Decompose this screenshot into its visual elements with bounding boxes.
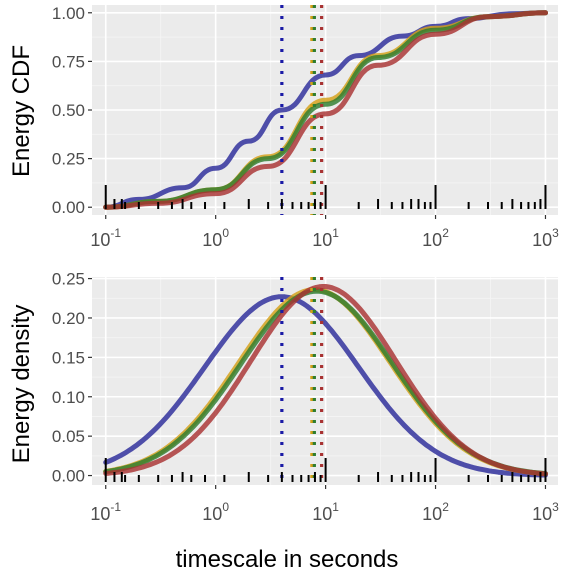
series-line-0 bbox=[103, 294, 548, 478]
density-panel: 0.00 0.05 0.10 0.15 0.20 0.25 10-1 100 101 102 103 bbox=[52, 270, 559, 524]
x-tick-label: 101 bbox=[312, 500, 339, 524]
y-tick-label: 0.25 bbox=[52, 270, 85, 289]
cdf-panel: 0.00 0.25 0.50 0.75 1.00 10-1 100 101 102 103 bbox=[52, 4, 559, 250]
y-tick-label: 0.05 bbox=[52, 427, 85, 446]
cdf-y-axis-label: Energy CDF bbox=[8, 45, 35, 177]
y-tick-label: 0.15 bbox=[52, 348, 85, 367]
x-tick-label: 102 bbox=[422, 500, 449, 524]
x-tick-label: 10-1 bbox=[90, 226, 121, 250]
y-tick-label: 0.00 bbox=[52, 198, 85, 217]
series-line-3 bbox=[103, 10, 548, 210]
y-tick-label: 1.00 bbox=[52, 4, 85, 23]
y-tick-label: 0.75 bbox=[52, 52, 85, 71]
series-line-3 bbox=[103, 284, 548, 477]
y-tick-label: 0.00 bbox=[52, 467, 85, 486]
x-tick-label: 101 bbox=[312, 226, 339, 250]
y-tick-label: 0.10 bbox=[52, 388, 85, 407]
density-y-axis-label: Energy density bbox=[8, 305, 35, 464]
y-tick-label: 0.20 bbox=[52, 309, 85, 328]
x-axis-label: timescale in seconds bbox=[176, 546, 399, 573]
x-tick-label: 103 bbox=[532, 500, 559, 524]
x-tick-label: 100 bbox=[202, 500, 229, 524]
x-tick-label: 100 bbox=[202, 226, 229, 250]
x-tick-label: 10-1 bbox=[90, 500, 121, 524]
y-tick-label: 0.50 bbox=[52, 101, 85, 120]
x-tick-label: 103 bbox=[532, 226, 559, 250]
x-tick-label: 102 bbox=[422, 226, 449, 250]
y-tick-label: 0.25 bbox=[52, 150, 85, 169]
